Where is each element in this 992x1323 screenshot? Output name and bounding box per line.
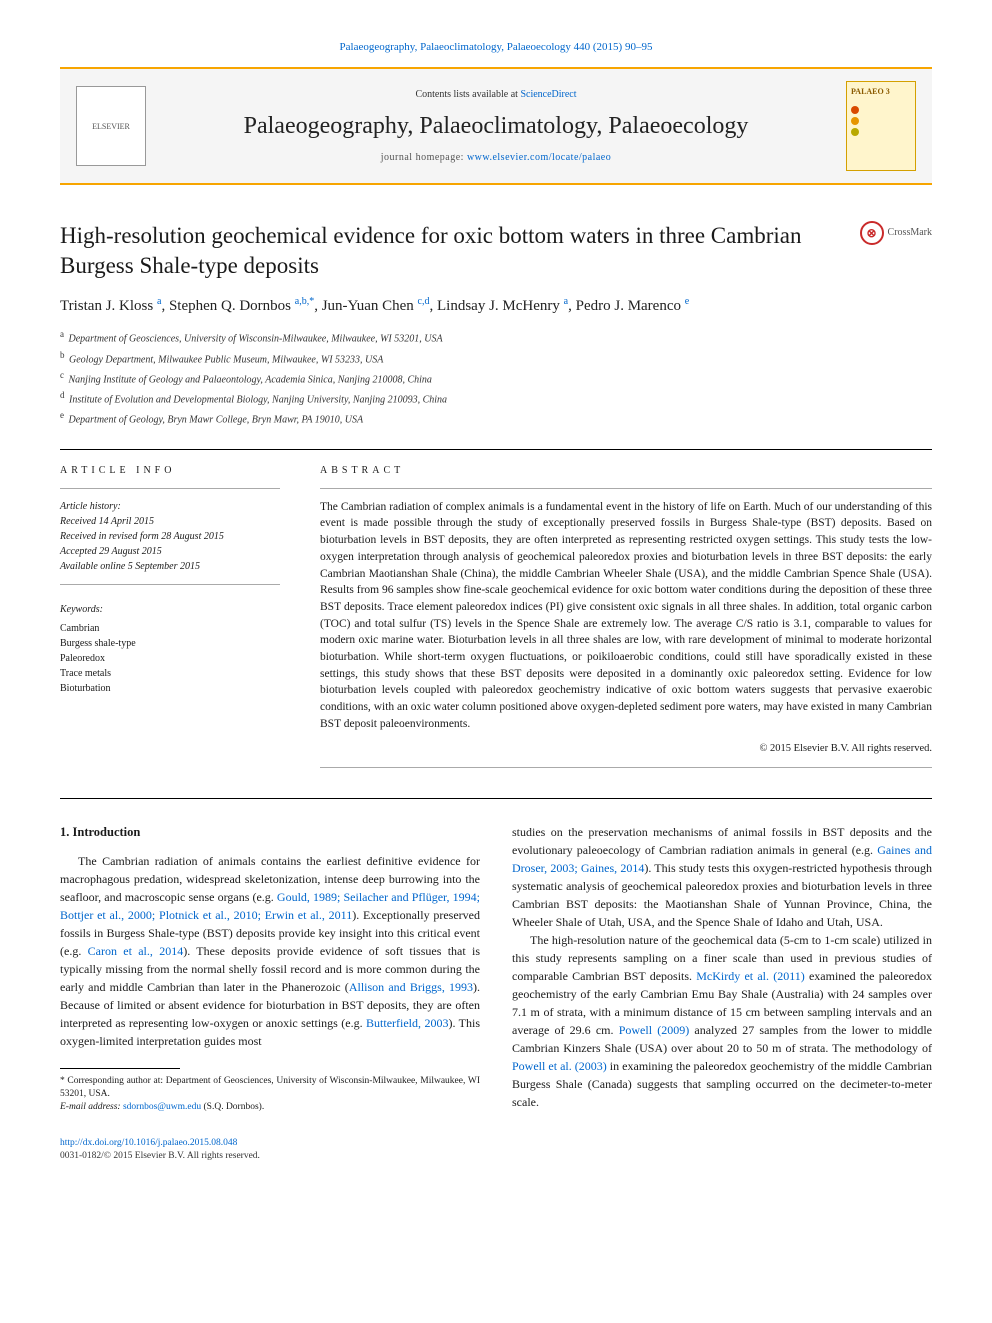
body-columns: 1. Introduction The Cambrian radiation o… [60, 823, 932, 1115]
affiliation-line: a Department of Geosciences, University … [60, 327, 932, 347]
text-run: studies on the preservation mechanisms o… [512, 825, 932, 857]
article-title: High-resolution geochemical evidence for… [60, 221, 860, 281]
keyword: Trace metals [60, 666, 280, 681]
keyword: Bioturbation [60, 681, 280, 696]
crossmark-badge[interactable]: ⊗ CrossMark [860, 221, 932, 245]
citation-link[interactable]: Caron et al., 2014 [88, 944, 184, 958]
homepage-prefix: journal homepage: [381, 152, 467, 163]
divider [320, 767, 932, 768]
footnote-divider [60, 1068, 180, 1069]
citation-link[interactable]: Allison and Briggs, 1993 [349, 980, 473, 994]
article-history: Article history: Received 14 April 2015 … [60, 499, 280, 574]
keyword: Paleoredox [60, 651, 280, 666]
keyword: Burgess shale-type [60, 636, 280, 651]
body-paragraph: The Cambrian radiation of animals contai… [60, 852, 480, 1050]
affiliation-line: e Department of Geology, Bryn Mawr Colle… [60, 408, 932, 428]
citation-link[interactable]: Powell et al. (2003) [512, 1059, 607, 1073]
affiliation-line: c Nanjing Institute of Geology and Palae… [60, 368, 932, 388]
citation-link[interactable]: McKirdy et al. (2011) [696, 969, 805, 983]
abstract-block: ABSTRACT The Cambrian radiation of compl… [320, 464, 932, 778]
crossmark-icon: ⊗ [860, 221, 884, 245]
column-left: 1. Introduction The Cambrian radiation o… [60, 823, 480, 1115]
email-link[interactable]: sdornbos@uwm.edu [123, 1102, 201, 1112]
cover-dot-icon [851, 106, 859, 114]
body-paragraph: studies on the preservation mechanisms o… [512, 823, 932, 931]
author-list: Tristan J. Kloss a, Stephen Q. Dornbos a… [60, 295, 932, 317]
divider [320, 488, 932, 489]
page-footer: http://dx.doi.org/10.1016/j.palaeo.2015.… [60, 1137, 932, 1164]
citation-link[interactable]: Butterfield, 2003 [366, 1016, 448, 1030]
journal-banner: ELSEVIER Contents lists available at Sci… [60, 67, 932, 185]
homepage-line: journal homepage: www.elsevier.com/locat… [162, 151, 830, 165]
divider [60, 449, 932, 450]
keywords-label: Keywords: [60, 603, 280, 617]
doi-link[interactable]: http://dx.doi.org/10.1016/j.palaeo.2015.… [60, 1138, 237, 1148]
citation-header: Palaeogeography, Palaeoclimatology, Pala… [60, 40, 932, 55]
history-line: Received 14 April 2015 [60, 514, 280, 529]
email-label: E-mail address: [60, 1102, 121, 1112]
abstract-copyright: © 2015 Elsevier B.V. All rights reserved… [320, 742, 932, 757]
abstract-text: The Cambrian radiation of complex animal… [320, 499, 932, 732]
journal-cover-thumb: PALAEO 3 [846, 81, 916, 171]
body-paragraph: The high-resolution nature of the geoche… [512, 931, 932, 1111]
history-line: Accepted 29 August 2015 [60, 544, 280, 559]
abstract-label: ABSTRACT [320, 464, 932, 478]
column-right: studies on the preservation mechanisms o… [512, 823, 932, 1115]
crossmark-label: CrossMark [888, 226, 932, 240]
corresponding-footnote: * Corresponding author at: Department of… [60, 1075, 480, 1115]
elsevier-logo: ELSEVIER [76, 86, 146, 166]
divider [60, 798, 932, 799]
contents-line: Contents lists available at ScienceDirec… [162, 88, 830, 102]
keyword: Cambrian [60, 621, 280, 636]
section-heading: 1. Introduction [60, 823, 480, 842]
banner-center: Contents lists available at ScienceDirec… [162, 88, 830, 166]
cover-dot-icon [851, 117, 859, 125]
issn-line: 0031-0182/© 2015 Elsevier B.V. All right… [60, 1151, 260, 1161]
keywords-list: Cambrian Burgess shale-type Paleoredox T… [60, 621, 280, 696]
cover-label: PALAEO [851, 87, 884, 96]
divider [60, 584, 280, 585]
article-info-label: ARTICLE INFO [60, 464, 280, 478]
footnote-text: * Corresponding author at: Department of… [60, 1075, 480, 1102]
sciencedirect-link[interactable]: ScienceDirect [520, 89, 576, 100]
affiliation-line: d Institute of Evolution and Development… [60, 388, 932, 408]
cover-issue: 3 [886, 87, 890, 96]
history-line: Available online 5 September 2015 [60, 559, 280, 574]
journal-name: Palaeogeography, Palaeoclimatology, Pala… [162, 110, 830, 144]
divider [60, 488, 280, 489]
cover-dot-icon [851, 128, 859, 136]
article-info-block: ARTICLE INFO Article history: Received 1… [60, 464, 280, 778]
affiliation-line: b Geology Department, Milwaukee Public M… [60, 348, 932, 368]
homepage-link[interactable]: www.elsevier.com/locate/palaeo [467, 152, 611, 163]
citation-link[interactable]: Powell (2009) [619, 1023, 690, 1037]
contents-prefix: Contents lists available at [415, 89, 520, 100]
history-label: Article history: [60, 499, 280, 514]
email-attribution: (S.Q. Dornbos). [204, 1102, 265, 1112]
history-line: Received in revised form 28 August 2015 [60, 529, 280, 544]
affiliations: a Department of Geosciences, University … [60, 327, 932, 429]
